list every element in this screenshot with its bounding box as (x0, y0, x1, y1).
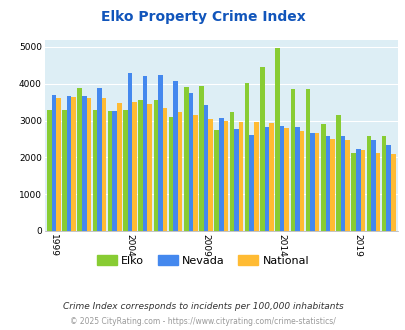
Bar (366, 136, 370, 231)
Bar (329, 139, 334, 231)
Bar (264, 127, 269, 231)
Text: Crime Index corresponds to incidents per 100,000 inhabitants: Crime Index corresponds to incidents per… (62, 302, 343, 311)
Bar (208, 119, 212, 231)
Bar (381, 136, 386, 231)
Bar (47, 110, 51, 231)
Bar (218, 118, 223, 231)
Bar (375, 153, 379, 231)
Bar (158, 75, 162, 231)
Bar (92, 110, 97, 231)
Bar (238, 122, 243, 231)
Bar (51, 95, 56, 231)
Bar (162, 108, 167, 231)
Bar (168, 117, 173, 231)
Bar (249, 135, 254, 231)
Bar (117, 103, 121, 231)
Text: © 2025 CityRating.com - https://www.cityrating.com/crime-statistics/: © 2025 CityRating.com - https://www.city… (70, 317, 335, 326)
Bar (193, 115, 197, 231)
Bar (244, 83, 249, 231)
Bar (269, 123, 273, 231)
Bar (390, 154, 394, 231)
Bar (102, 98, 106, 231)
Bar (294, 127, 299, 231)
Bar (370, 140, 375, 231)
Bar (360, 150, 364, 231)
Bar (143, 77, 147, 231)
Bar (214, 130, 218, 231)
Bar (183, 87, 188, 231)
Bar (275, 48, 279, 231)
Bar (97, 88, 102, 231)
Bar (62, 110, 66, 231)
Bar (188, 93, 193, 231)
Bar (320, 123, 325, 231)
Bar (299, 130, 303, 231)
Bar (199, 85, 203, 231)
Bar (284, 128, 288, 231)
Bar (305, 88, 309, 231)
Bar (279, 126, 284, 231)
Bar (138, 100, 143, 231)
Bar (66, 96, 71, 231)
Bar (325, 136, 329, 231)
Bar (351, 152, 355, 231)
Bar (56, 98, 60, 231)
Bar (86, 98, 91, 231)
Text: Elko Property Crime Index: Elko Property Crime Index (100, 10, 305, 24)
Bar (345, 141, 349, 231)
Bar (112, 111, 117, 231)
Bar (260, 67, 264, 231)
Bar (82, 96, 86, 231)
Bar (132, 102, 136, 231)
Bar (147, 104, 151, 231)
Bar (203, 105, 208, 231)
Bar (254, 122, 258, 231)
Bar (314, 133, 319, 231)
Bar (223, 121, 228, 231)
Bar (229, 113, 234, 231)
Bar (355, 148, 360, 231)
Bar (234, 129, 238, 231)
Bar (71, 97, 76, 231)
Bar (177, 113, 182, 231)
Bar (123, 110, 127, 231)
Bar (173, 81, 177, 231)
Bar (386, 145, 390, 231)
Legend: Elko, Nevada, National: Elko, Nevada, National (92, 250, 313, 270)
Bar (108, 112, 112, 231)
Bar (309, 133, 314, 231)
Bar (335, 115, 340, 231)
Bar (77, 88, 82, 231)
Bar (127, 74, 132, 231)
Bar (340, 136, 345, 231)
Bar (153, 100, 158, 231)
Bar (290, 89, 294, 231)
